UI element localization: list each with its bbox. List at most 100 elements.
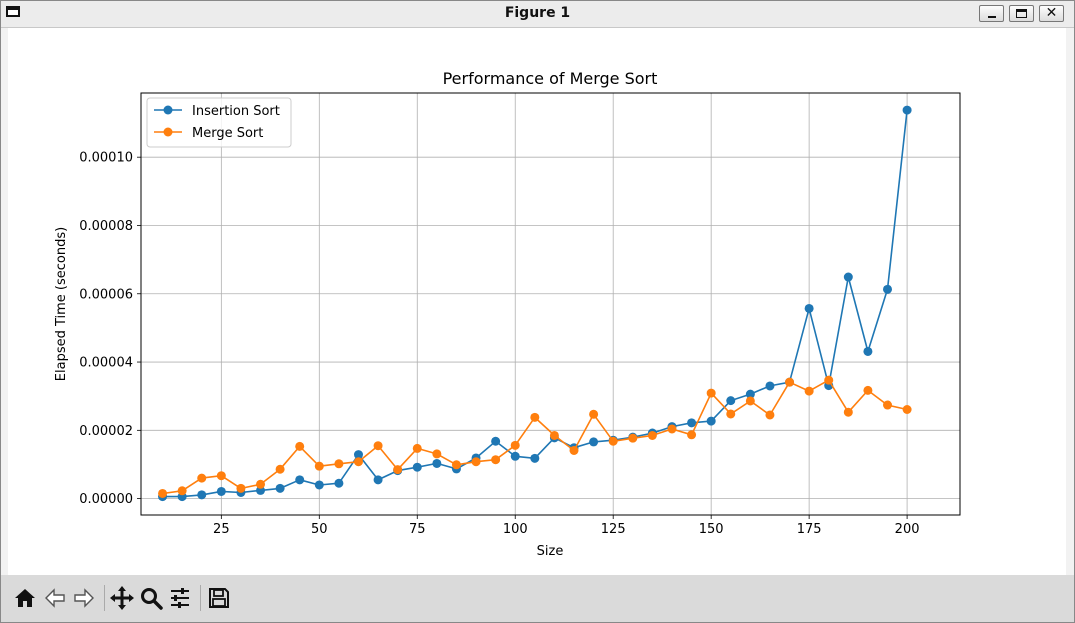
y-tick-label: 0.00008 (79, 219, 133, 234)
data-point-merge-sort (158, 488, 168, 498)
legend-label-merge: Merge Sort (192, 126, 263, 141)
x-axis-ticks: 25 50 75 100 125 150 175 200 (213, 515, 920, 537)
forward-icon (74, 588, 94, 608)
x-tick-label: 150 (699, 522, 724, 537)
data-point-merge-sort (451, 460, 461, 470)
forward-button[interactable] (71, 585, 97, 611)
series-line-insertion-sort (162, 110, 908, 498)
data-point-merge-sort (177, 486, 187, 496)
data-point-merge-sort (726, 409, 736, 419)
data-point-merge-sort (589, 409, 599, 419)
data-point-merge-sort (883, 400, 893, 410)
data-point-merge-sort (804, 386, 814, 396)
data-point-merge-sort (687, 430, 697, 440)
data-point-merge-sort (549, 430, 559, 440)
legend-box (146, 97, 292, 148)
data-point-merge-sort (432, 449, 442, 459)
data-point-merge-sort (197, 473, 207, 483)
save-button[interactable] (206, 585, 232, 611)
x-tick-label: 200 (895, 522, 920, 537)
data-point-merge-sort (765, 410, 775, 420)
legend: Insertion Sort Merge Sort (146, 97, 292, 148)
data-point-merge-sort (863, 385, 873, 395)
x-tick-label: 50 (311, 522, 328, 537)
close-button[interactable]: ✕ (1039, 5, 1064, 22)
data-point-insertion-sort (353, 450, 363, 460)
home-button[interactable] (12, 585, 38, 611)
data-point-merge-sort (745, 396, 755, 406)
data-point-merge-sort (353, 457, 363, 467)
series-layer (158, 105, 912, 502)
data-point-merge-sort (275, 464, 285, 474)
save-icon (209, 588, 229, 608)
data-point-merge-sort (647, 430, 657, 440)
y-axis-ticks: 0.00000 0.00002 0.00004 0.00006 0.00008 0.000… (79, 151, 141, 507)
data-point-insertion-sort (295, 475, 305, 485)
data-point-insertion-sort (902, 105, 912, 115)
data-point-insertion-sort (765, 381, 775, 391)
data-point-insertion-sort (883, 284, 893, 294)
data-point-merge-sort (334, 459, 344, 469)
data-point-merge-sort (824, 375, 834, 385)
data-point-insertion-sort (706, 416, 716, 426)
minimize-icon (988, 16, 996, 18)
series-merge-sort (158, 375, 912, 498)
data-point-insertion-sort (804, 303, 814, 313)
home-icon (15, 589, 35, 607)
data-point-insertion-sort (216, 486, 226, 496)
data-point-insertion-sort (373, 475, 383, 485)
data-point-merge-sort (295, 441, 305, 451)
title-bar[interactable]: Figure 1 ✕ (1, 1, 1074, 28)
data-point-merge-sort (608, 436, 618, 446)
x-tick-label: 175 (797, 522, 822, 537)
series-line-merge-sort (162, 379, 908, 495)
data-point-insertion-sort (687, 418, 697, 428)
data-point-merge-sort (216, 471, 226, 481)
data-point-merge-sort (491, 455, 501, 465)
y-tick-label: 0.00010 (79, 151, 133, 166)
legend-marker-merge (163, 127, 173, 137)
data-point-merge-sort (706, 388, 716, 398)
x-tick-label: 75 (409, 522, 426, 537)
data-point-merge-sort (412, 443, 422, 453)
back-button[interactable] (42, 585, 68, 611)
data-point-merge-sort (843, 407, 853, 417)
pan-button[interactable] (109, 585, 135, 611)
zoom-icon (141, 588, 163, 610)
data-point-merge-sort (530, 412, 540, 422)
data-point-insertion-sort (726, 396, 736, 406)
y-axis-label: Elapsed Time (seconds) (54, 227, 69, 381)
toolbar-separator (200, 585, 201, 611)
data-point-merge-sort (902, 405, 912, 414)
figure-canvas[interactable]: Performance of Merge Sort 25 50 75 100 125 15… (8, 28, 1066, 575)
minimize-button[interactable] (979, 5, 1004, 22)
data-point-insertion-sort (197, 490, 207, 500)
data-point-merge-sort (510, 440, 520, 450)
data-point-insertion-sort (863, 346, 873, 356)
toolbar-separator (104, 585, 105, 611)
maximize-button[interactable] (1009, 5, 1034, 22)
data-point-insertion-sort (275, 483, 285, 493)
data-point-insertion-sort (843, 272, 853, 282)
data-point-insertion-sort (510, 451, 520, 461)
maximize-icon (1016, 9, 1027, 18)
data-point-insertion-sort (314, 480, 324, 490)
pan-icon (110, 586, 134, 610)
y-tick-label: 0.00002 (79, 424, 133, 439)
data-point-merge-sort (785, 377, 795, 387)
data-point-merge-sort (393, 465, 403, 475)
y-tick-label: 0.00004 (79, 356, 133, 371)
data-point-merge-sort (569, 445, 579, 455)
data-point-merge-sort (373, 441, 383, 451)
configure-subplots-button[interactable] (167, 585, 193, 611)
close-icon: ✕ (1045, 5, 1058, 21)
legend-marker-insertion (163, 105, 173, 115)
data-point-insertion-sort (530, 453, 540, 463)
plot-frame (140, 92, 961, 516)
back-icon (45, 588, 65, 608)
data-point-merge-sort (256, 479, 266, 489)
data-point-insertion-sort (412, 462, 422, 472)
zoom-button[interactable] (138, 585, 164, 611)
data-point-insertion-sort (491, 436, 501, 446)
